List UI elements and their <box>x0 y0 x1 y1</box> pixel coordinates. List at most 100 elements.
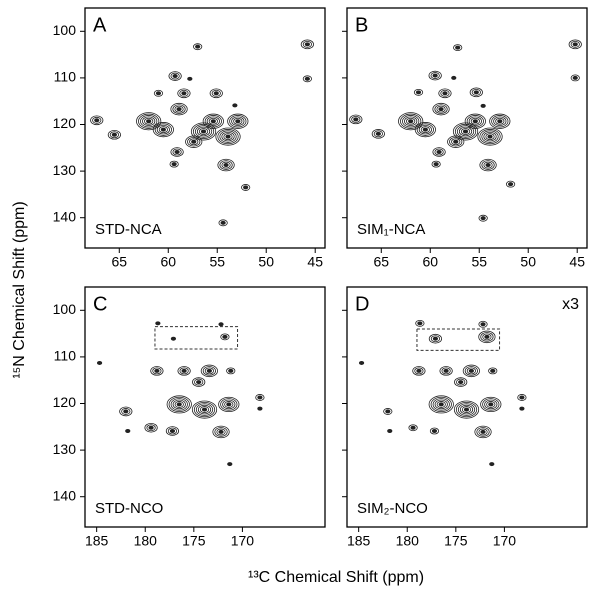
contour-ring <box>220 220 226 225</box>
contour-ring <box>412 366 426 376</box>
contour-ring <box>185 135 203 148</box>
contour-ring <box>229 115 247 128</box>
contour-ring <box>155 91 162 96</box>
contour-ring <box>404 116 418 127</box>
contour-ring <box>373 130 383 138</box>
peak <box>432 102 450 116</box>
contour-ring <box>488 367 498 375</box>
contour-ring <box>195 44 201 49</box>
peak <box>150 366 164 376</box>
contour-ring <box>121 408 131 415</box>
peak <box>570 74 580 82</box>
contour-ring <box>193 43 203 51</box>
contour-ring <box>439 366 453 376</box>
contour-ring <box>507 182 514 187</box>
contour-ring <box>358 360 365 365</box>
contour-ring <box>210 119 216 124</box>
contour-ring <box>302 75 312 83</box>
y-tick-label: 120 <box>53 115 77 131</box>
contour-ring <box>153 89 164 97</box>
contour-ring <box>181 91 187 96</box>
contour-ring <box>211 89 221 97</box>
contour-ring <box>414 367 424 375</box>
peak <box>478 320 488 328</box>
contour-ring <box>458 126 473 137</box>
x-tick-label: 50 <box>258 254 274 270</box>
contour-ring <box>168 71 182 81</box>
contour-ring <box>497 119 503 124</box>
peak <box>517 394 527 401</box>
peak <box>153 89 164 97</box>
contour-ring <box>471 88 481 96</box>
y-tick-label: 140 <box>53 208 77 224</box>
peak <box>413 88 424 96</box>
contour-ring <box>457 403 476 416</box>
peak <box>177 366 191 376</box>
contour-ring <box>408 119 414 124</box>
contour-ring <box>428 333 443 344</box>
contour-ring <box>148 425 154 430</box>
peak <box>464 113 486 129</box>
contour-ring <box>483 161 493 169</box>
contour-ring <box>489 113 511 129</box>
contour-ring <box>458 380 464 385</box>
contour-ring <box>194 378 204 386</box>
contour-ring <box>204 115 222 128</box>
contour-ring <box>476 427 490 437</box>
contour-ring <box>413 88 424 96</box>
peak <box>568 39 582 50</box>
contour-ring <box>478 428 488 436</box>
contour-ring <box>482 398 500 411</box>
contour-ring <box>119 406 133 417</box>
contour-ring <box>487 134 493 139</box>
contour-ring <box>460 128 471 135</box>
contour-ring <box>218 429 224 434</box>
contour-ring <box>241 184 251 191</box>
contour-ring <box>482 333 492 341</box>
contour-ring <box>422 127 428 132</box>
contour-ring <box>202 113 224 129</box>
peak <box>168 71 182 81</box>
contour-ring <box>228 368 234 373</box>
contour-ring <box>430 335 441 343</box>
contour-ring <box>484 399 498 410</box>
contour-ring <box>177 88 191 99</box>
contour-ring <box>220 333 230 341</box>
x-tick-label: 65 <box>111 254 127 270</box>
contour-ring <box>430 396 452 413</box>
contour-ring <box>136 112 162 131</box>
contour-ring <box>208 117 218 125</box>
contour-ring <box>432 102 450 116</box>
contour-ring <box>455 45 461 50</box>
peak <box>192 377 206 387</box>
panel-letter: A <box>93 14 107 36</box>
contour-ring <box>222 399 236 410</box>
panel-letter: D <box>355 293 369 315</box>
contour-ring <box>453 400 480 419</box>
peak <box>428 395 454 414</box>
contour-ring <box>415 319 425 327</box>
peak <box>215 127 241 146</box>
peak <box>488 367 498 375</box>
contour-ring <box>304 42 310 47</box>
peak <box>241 184 251 191</box>
peak <box>453 400 480 419</box>
panel: 185 180 175 170 D SIM₂-NCO x3 <box>342 286 588 549</box>
contour-ring <box>302 40 312 48</box>
contour-ring <box>480 322 486 327</box>
highlight-box <box>154 326 239 350</box>
x-tick-label: 180 <box>396 533 420 549</box>
contour-ring <box>107 129 121 140</box>
contour-ring <box>206 368 212 373</box>
y-tick-label: 140 <box>53 487 77 503</box>
contour-ring <box>495 117 505 125</box>
peak <box>480 103 486 108</box>
peak <box>193 43 203 51</box>
contour-ring <box>371 129 385 139</box>
contour-ring <box>198 128 209 135</box>
peak <box>209 88 223 99</box>
contour-ring <box>146 119 152 124</box>
contour-ring <box>196 126 211 137</box>
peak <box>255 394 265 401</box>
